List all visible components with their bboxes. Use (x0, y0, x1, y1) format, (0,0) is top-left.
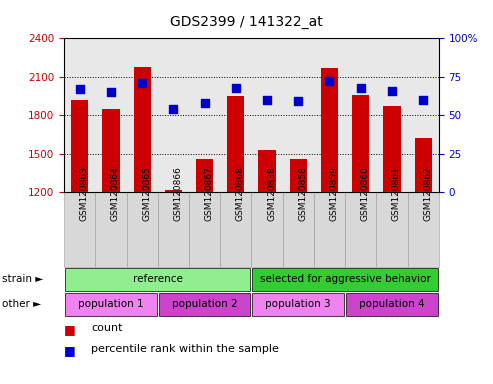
Text: GSM120864: GSM120864 (111, 167, 120, 221)
Bar (134, 66, 151, 192)
Bar (71, 100, 88, 192)
Bar (165, 190, 182, 192)
Text: population 3: population 3 (265, 299, 331, 310)
Bar (103, 109, 119, 192)
Point (170, 106, 177, 112)
Point (201, 100, 209, 106)
Point (294, 98, 302, 104)
Text: GSM120862: GSM120862 (423, 167, 432, 221)
Text: strain ►: strain ► (2, 274, 44, 285)
Bar (384, 106, 400, 192)
Point (76, 86, 84, 92)
Bar (258, 150, 276, 192)
Point (419, 97, 427, 103)
Text: percentile rank within the sample: percentile rank within the sample (91, 344, 279, 354)
Text: other ►: other ► (2, 299, 41, 310)
Text: reference: reference (133, 274, 183, 285)
Text: GSM120867: GSM120867 (205, 167, 213, 221)
Point (232, 84, 240, 91)
Text: population 4: population 4 (359, 299, 425, 310)
Text: GSM120861: GSM120861 (392, 167, 401, 221)
Text: GSM120838: GSM120838 (267, 167, 276, 221)
Text: selected for aggressive behavior: selected for aggressive behavior (260, 274, 430, 285)
Point (107, 89, 115, 95)
Text: GDS2399 / 141322_at: GDS2399 / 141322_at (170, 15, 323, 29)
Point (138, 80, 146, 86)
Text: GSM120859: GSM120859 (329, 167, 339, 221)
Text: ■: ■ (64, 344, 76, 357)
Text: GSM120860: GSM120860 (361, 167, 370, 221)
Text: GSM120868: GSM120868 (236, 167, 245, 221)
Point (388, 88, 396, 94)
Bar (415, 138, 432, 192)
Point (325, 78, 333, 84)
Bar (196, 159, 213, 192)
Bar (227, 96, 245, 192)
Point (263, 97, 271, 103)
Text: GSM120865: GSM120865 (142, 167, 151, 221)
Text: population 1: population 1 (78, 299, 144, 310)
Text: GSM120866: GSM120866 (174, 167, 182, 221)
Bar (352, 95, 369, 192)
Text: population 2: population 2 (172, 299, 238, 310)
Text: GSM120858: GSM120858 (298, 167, 307, 221)
Text: ■: ■ (64, 323, 76, 336)
Text: count: count (91, 323, 123, 333)
Bar (290, 159, 307, 192)
Bar (321, 68, 338, 192)
Text: GSM120863: GSM120863 (80, 167, 89, 221)
Point (357, 84, 365, 91)
